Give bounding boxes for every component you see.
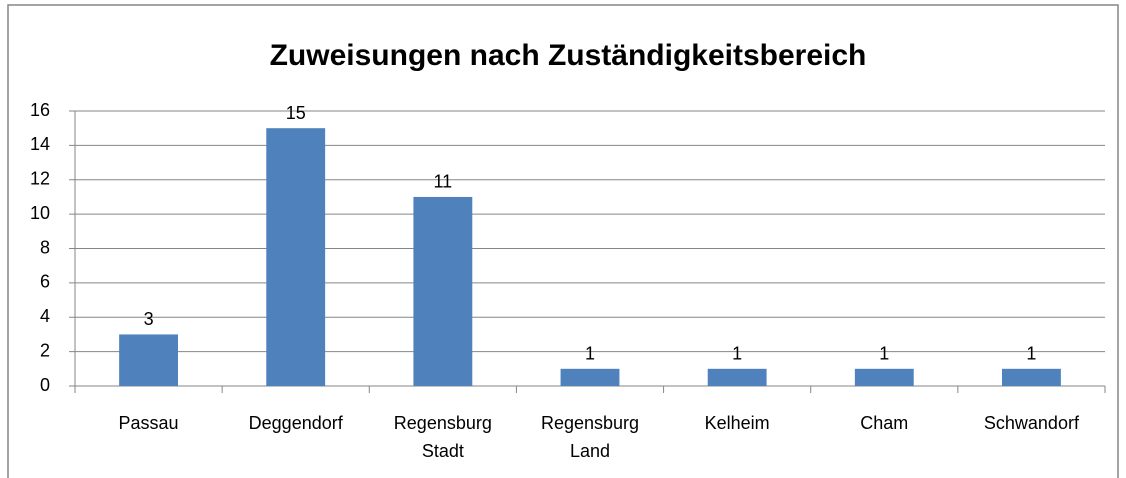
- chart-frame: [7, 4, 1119, 478]
- y-tick-label: 16: [30, 100, 50, 120]
- data-label: 1: [732, 344, 742, 364]
- data-label: 15: [286, 103, 306, 123]
- bar: [1002, 368, 1061, 386]
- x-tick-label: Cham: [860, 413, 909, 433]
- y-tick-label: 12: [30, 169, 50, 189]
- bar: [707, 368, 767, 386]
- x-tick-label: Regensburg Land: [540, 413, 640, 461]
- y-tick-label: 10: [30, 203, 50, 223]
- x-tick-label: Deggendorf: [248, 413, 343, 433]
- y-tick-label: 14: [30, 134, 50, 154]
- data-label: 1: [1026, 344, 1036, 364]
- y-tick-label: 6: [40, 272, 50, 292]
- x-tick-label: Schwandorf: [983, 413, 1079, 433]
- data-label: 1: [585, 344, 595, 364]
- bar: [119, 334, 178, 386]
- y-tick-label: 8: [40, 237, 50, 257]
- x-tick-label: Regensburg Stadt: [393, 413, 492, 461]
- y-tick-label: 4: [40, 306, 50, 326]
- bar: [266, 128, 326, 386]
- y-tick-label: 0: [40, 375, 50, 395]
- data-label: 1: [879, 344, 889, 364]
- x-tick-label: Kelheim: [704, 413, 770, 433]
- data-label: 3: [144, 309, 154, 329]
- data-label: 11: [434, 172, 453, 192]
- y-tick-label: 2: [40, 340, 50, 360]
- bar: [854, 368, 914, 386]
- chart-title: Zuweisungen nach Zuständigkeitsbereich: [270, 39, 867, 72]
- x-tick-label: Passau: [118, 413, 179, 433]
- bar: [413, 196, 473, 386]
- bar: [560, 368, 620, 386]
